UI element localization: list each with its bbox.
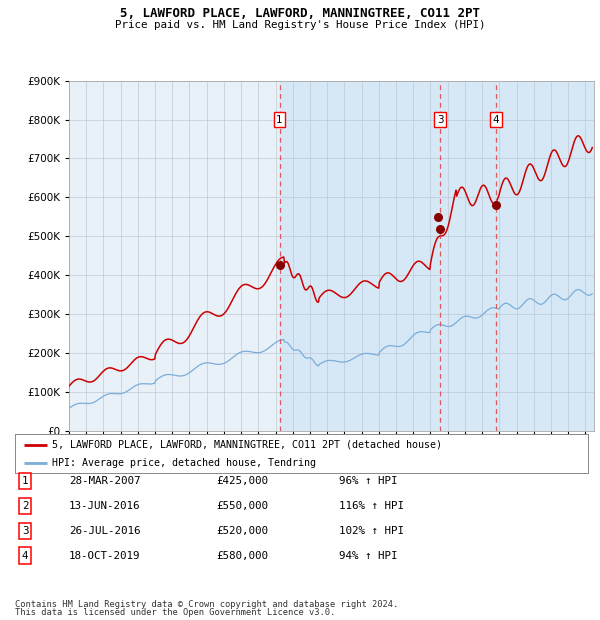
Text: 4: 4 xyxy=(22,551,28,560)
Text: 28-MAR-2007: 28-MAR-2007 xyxy=(69,476,140,486)
Text: 5, LAWFORD PLACE, LAWFORD, MANNINGTREE, CO11 2PT: 5, LAWFORD PLACE, LAWFORD, MANNINGTREE, … xyxy=(120,7,480,20)
Text: £520,000: £520,000 xyxy=(216,526,268,536)
Text: HPI: Average price, detached house, Tendring: HPI: Average price, detached house, Tend… xyxy=(52,458,316,467)
Text: £550,000: £550,000 xyxy=(216,501,268,511)
Text: 102% ↑ HPI: 102% ↑ HPI xyxy=(339,526,404,536)
Text: 13-JUN-2016: 13-JUN-2016 xyxy=(69,501,140,511)
Text: £580,000: £580,000 xyxy=(216,551,268,560)
Bar xyxy=(280,81,600,431)
Text: 26-JUL-2016: 26-JUL-2016 xyxy=(69,526,140,536)
Text: Price paid vs. HM Land Registry's House Price Index (HPI): Price paid vs. HM Land Registry's House … xyxy=(115,20,485,30)
Text: 1: 1 xyxy=(22,476,28,486)
Text: This data is licensed under the Open Government Licence v3.0.: This data is licensed under the Open Gov… xyxy=(15,608,335,617)
Text: 116% ↑ HPI: 116% ↑ HPI xyxy=(339,501,404,511)
Text: 96% ↑ HPI: 96% ↑ HPI xyxy=(339,476,397,486)
Text: 1: 1 xyxy=(276,115,283,125)
Text: 4: 4 xyxy=(493,115,499,125)
Text: 94% ↑ HPI: 94% ↑ HPI xyxy=(339,551,397,560)
Text: Contains HM Land Registry data © Crown copyright and database right 2024.: Contains HM Land Registry data © Crown c… xyxy=(15,600,398,609)
Text: 3: 3 xyxy=(437,115,443,125)
Text: 3: 3 xyxy=(22,526,28,536)
Text: 2: 2 xyxy=(22,501,28,511)
Text: 5, LAWFORD PLACE, LAWFORD, MANNINGTREE, CO11 2PT (detached house): 5, LAWFORD PLACE, LAWFORD, MANNINGTREE, … xyxy=(52,440,442,450)
Text: 18-OCT-2019: 18-OCT-2019 xyxy=(69,551,140,560)
Text: £425,000: £425,000 xyxy=(216,476,268,486)
